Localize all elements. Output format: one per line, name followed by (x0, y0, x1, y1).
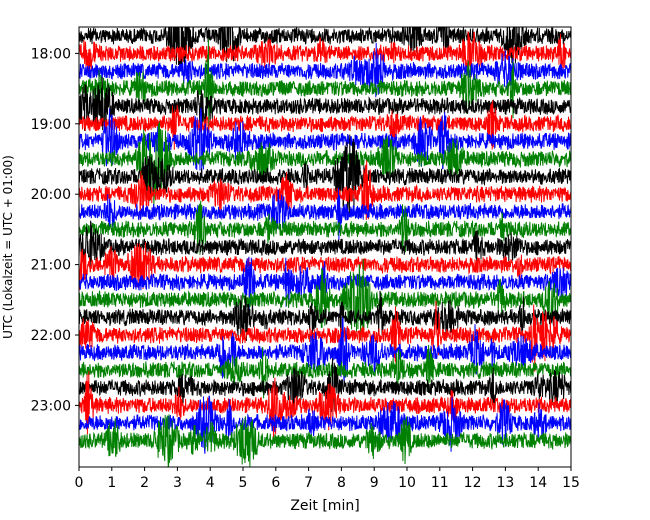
trace-line (79, 100, 571, 150)
trace-line (79, 317, 571, 386)
x-tick-label: 4 (206, 475, 215, 491)
trace-line (79, 290, 571, 344)
trace-line (79, 134, 571, 217)
trace-line (79, 371, 571, 441)
trace-line (79, 31, 571, 78)
plot-frame (78, 26, 572, 468)
y-tick-label: 19:00 (31, 117, 71, 133)
x-tick-label: 7 (304, 475, 313, 491)
trace-line (79, 200, 571, 255)
trace-line (79, 27, 571, 72)
x-axis: 0 1 2 3 4 5 6 7 8 9 10 11 12 13 14 15 (75, 467, 580, 491)
x-tick-label: 15 (562, 475, 580, 491)
x-tick-label: 11 (431, 475, 449, 491)
y-axis: 18:00 19:00 20:00 21:00 22:00 23:00 (31, 46, 79, 414)
trace-line (79, 42, 571, 98)
trace-line (79, 344, 571, 399)
x-tick-label: 14 (529, 475, 547, 491)
y-tick-label: 23:00 (31, 398, 71, 414)
x-tick-label: 8 (337, 475, 346, 491)
x-tick-label: 5 (239, 475, 248, 491)
trace-line (79, 358, 571, 416)
trace-line (79, 300, 571, 372)
traces-group (79, 27, 571, 467)
trace-line (79, 258, 571, 341)
x-tick-label: 0 (75, 475, 84, 491)
y-tick-label: 21:00 (31, 258, 71, 274)
trace-line (79, 256, 571, 313)
trace-line (79, 220, 571, 272)
y-tick-label: 18:00 (31, 46, 71, 62)
trace-line (79, 38, 571, 132)
x-axis-label: Zeit [min] (290, 498, 359, 514)
y-tick-label: 20:00 (31, 187, 71, 203)
x-tick-label: 12 (464, 475, 482, 491)
y-axis-label: UTC (Lokalzeit = UTC + 01:00) (1, 155, 15, 339)
x-tick-label: 6 (271, 475, 280, 491)
x-tick-label: 10 (398, 475, 416, 491)
trace-line (79, 187, 571, 241)
x-tick-label: 3 (173, 475, 182, 491)
x-tick-label: 9 (370, 475, 379, 491)
trace-line (79, 77, 571, 135)
x-tick-label: 13 (496, 475, 514, 491)
y-tick-label: 22:00 (31, 328, 71, 344)
trace-line (79, 414, 571, 467)
x-tick-label: 1 (107, 475, 116, 491)
x-tick-label: 2 (140, 475, 149, 491)
trace-line (79, 160, 571, 221)
trace-line (79, 121, 571, 207)
